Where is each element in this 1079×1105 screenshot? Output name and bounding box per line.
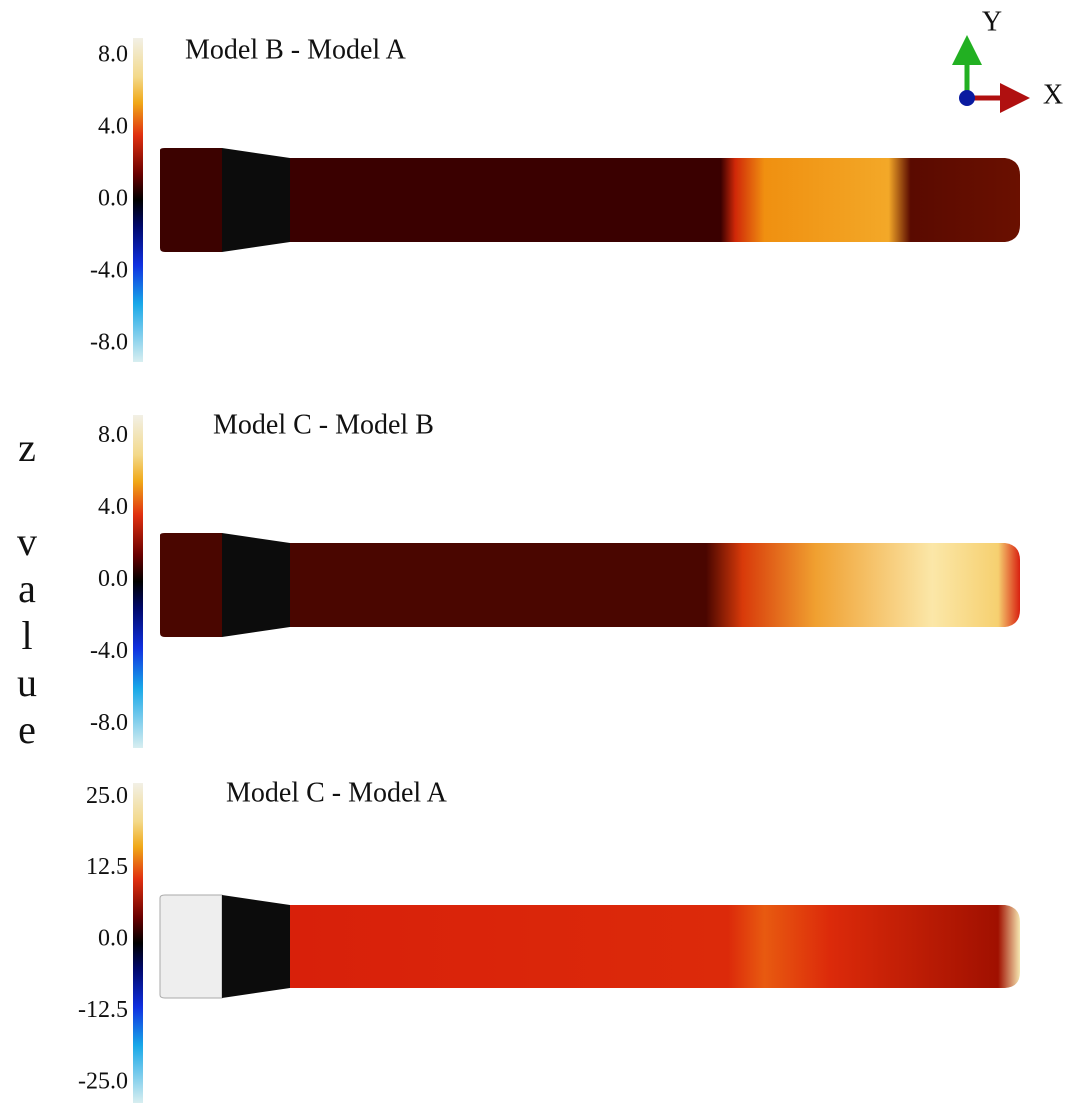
tick-label: -4.0 [90, 638, 128, 664]
panel-title: Model C - Model B [213, 409, 434, 440]
cylinder [160, 148, 1020, 252]
tick-label: -8.0 [90, 710, 128, 736]
tick-label: 4.0 [98, 494, 128, 520]
tick-label: -25.0 [78, 1069, 128, 1095]
side-label: z value [5, 425, 50, 754]
tick-label: -8.0 [90, 330, 128, 356]
tick-label: 0.0 [98, 926, 128, 952]
tick-label: 0.0 [98, 186, 128, 212]
tick-label: 4.0 [98, 114, 128, 140]
axis-label: X [1043, 79, 1063, 110]
colorbar [133, 38, 143, 362]
panel-title: Model C - Model A [226, 777, 448, 808]
axis-triad: Y X [952, 6, 1063, 113]
cylinder [160, 533, 1020, 637]
cylinder [159, 894, 1020, 999]
panel-title: Model B - Model A [185, 34, 407, 65]
tick-label: 8.0 [98, 42, 128, 68]
tick-label: -12.5 [78, 997, 128, 1023]
tick-label: -4.0 [90, 258, 128, 284]
tick-label: 25.0 [86, 783, 128, 809]
colorbar [133, 415, 143, 748]
tick-label: 8.0 [98, 422, 128, 448]
colorbar [133, 783, 143, 1103]
tick-label: 0.0 [98, 566, 128, 592]
axis-label: Y [982, 6, 1002, 37]
tick-label: 12.5 [86, 854, 128, 880]
